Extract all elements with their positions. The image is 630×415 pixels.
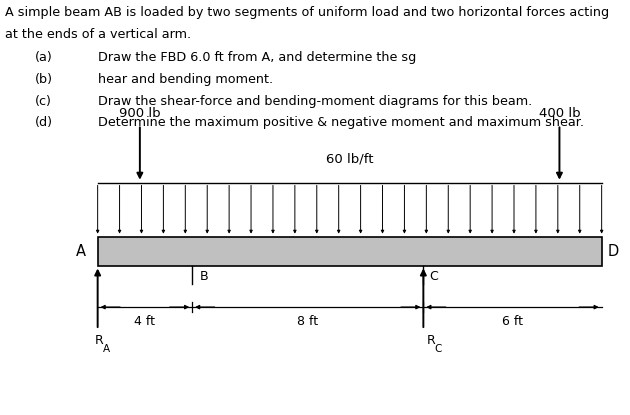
Text: 60 lb/ft: 60 lb/ft (326, 153, 374, 166)
Text: C: C (430, 270, 438, 283)
Text: 6 ft: 6 ft (502, 315, 523, 327)
Text: A: A (76, 244, 86, 259)
Text: R: R (94, 334, 103, 347)
Text: Determine the maximum positive & negative moment and maximum shear.: Determine the maximum positive & negativ… (98, 116, 583, 129)
Text: hear and bending moment.: hear and bending moment. (98, 73, 273, 86)
Text: 8 ft: 8 ft (297, 315, 318, 327)
Text: 900 lb: 900 lb (119, 107, 161, 120)
Text: (b): (b) (35, 73, 53, 86)
Text: R: R (427, 334, 435, 347)
Text: A: A (103, 344, 110, 354)
Text: C: C (435, 344, 442, 354)
Text: D: D (608, 244, 619, 259)
Text: B: B (200, 270, 209, 283)
Text: (a): (a) (35, 51, 52, 64)
Text: A simple beam AB is loaded by two segments of uniform load and two horizontal fo: A simple beam AB is loaded by two segmen… (5, 6, 609, 19)
Text: Draw the FBD 6.0 ft from A, and determine the sg: Draw the FBD 6.0 ft from A, and determin… (98, 51, 416, 64)
Text: (c): (c) (35, 95, 52, 107)
Text: 400 lb: 400 lb (539, 107, 580, 120)
Text: (d): (d) (35, 116, 53, 129)
Text: Draw the shear-force and bending-moment diagrams for this beam.: Draw the shear-force and bending-moment … (98, 95, 532, 107)
Bar (98, 237, 602, 266)
Text: at the ends of a vertical arm.: at the ends of a vertical arm. (5, 28, 191, 41)
Text: 4 ft: 4 ft (134, 315, 156, 327)
